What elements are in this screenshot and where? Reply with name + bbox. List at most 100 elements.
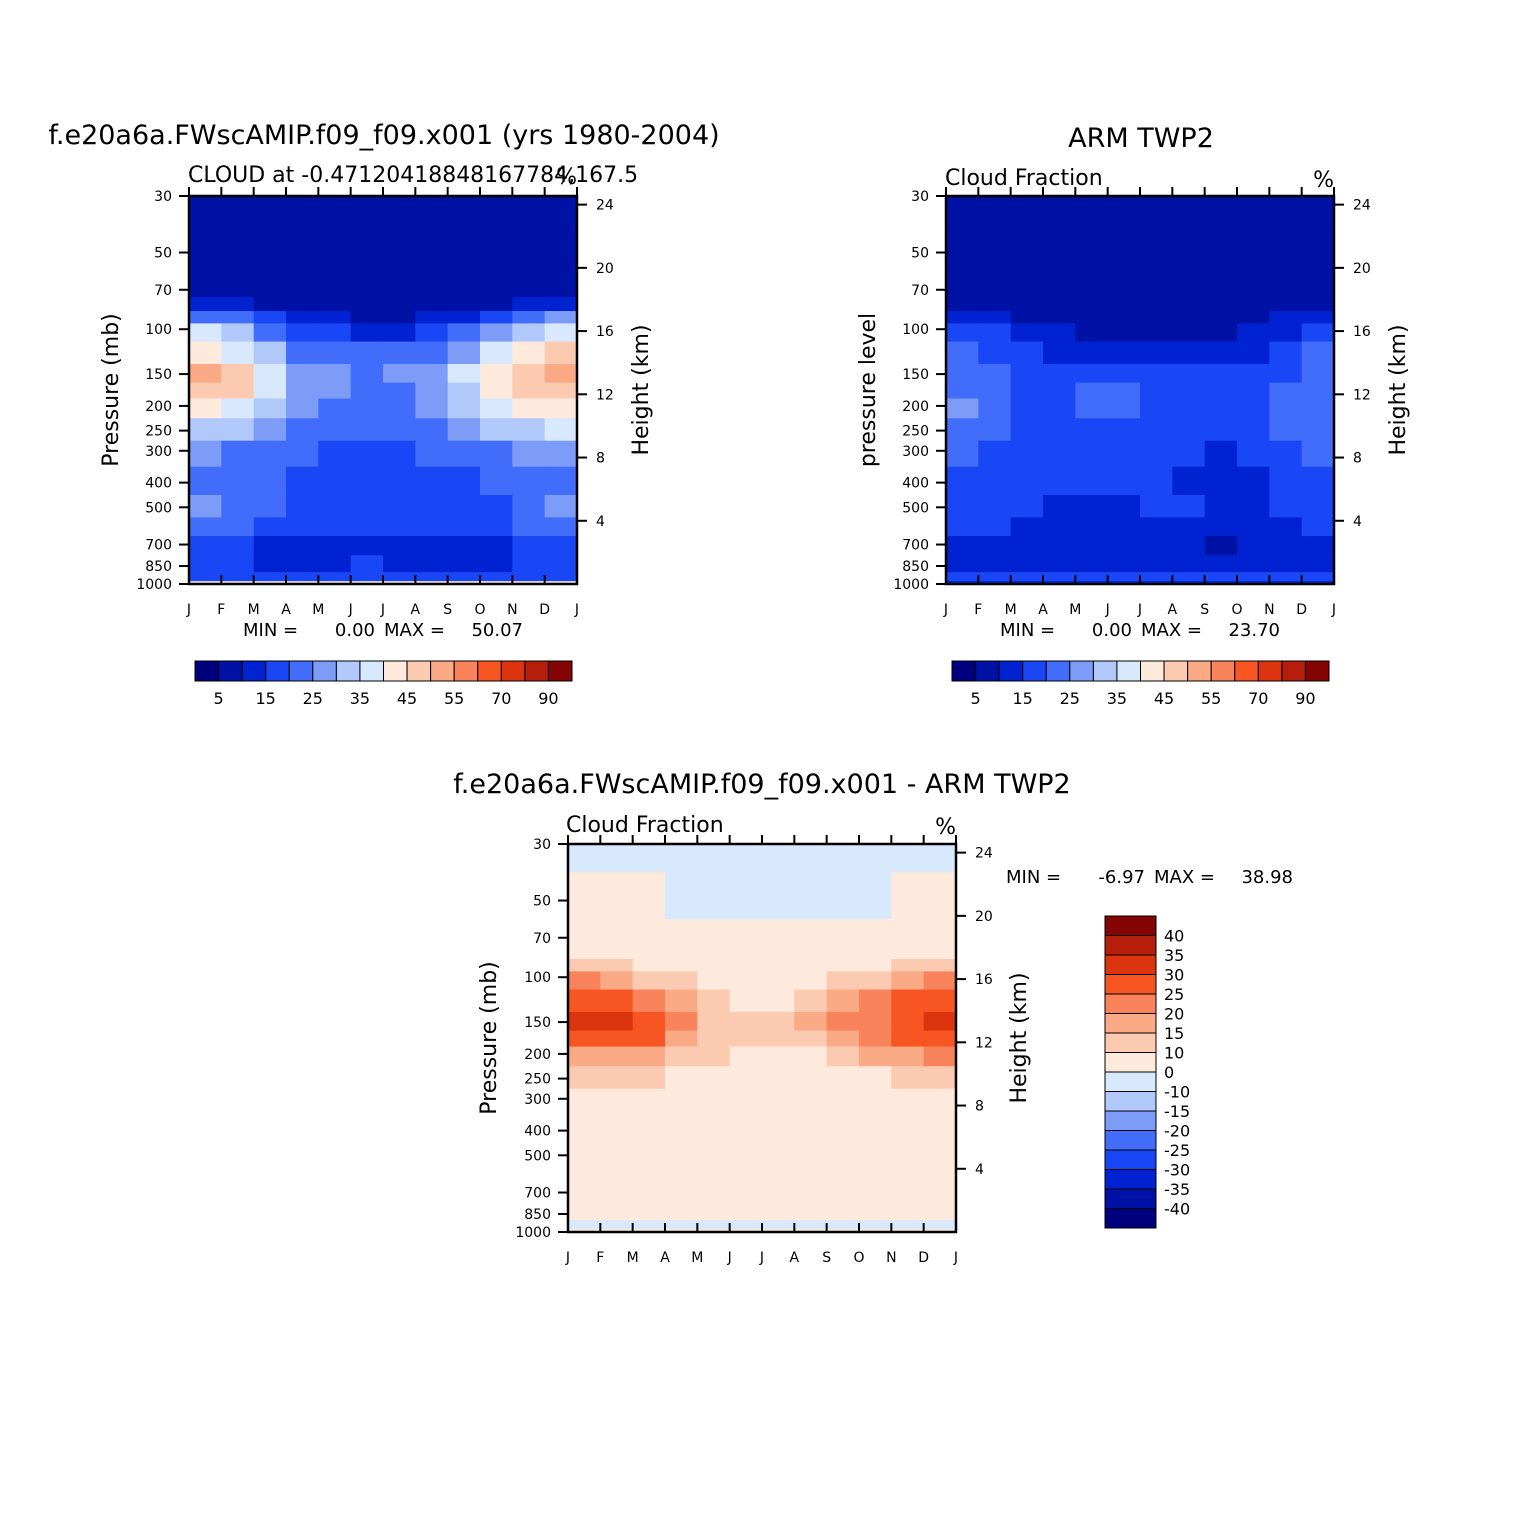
cell <box>1237 418 1270 442</box>
cell <box>946 418 979 442</box>
cell <box>318 572 352 582</box>
cell <box>859 844 892 873</box>
cell <box>1075 536 1109 556</box>
cell <box>632 989 666 1013</box>
panel-obs-min-label: MIN = <box>1000 620 1055 641</box>
panel-obs-min-value: 0.00 <box>1092 620 1132 641</box>
cell <box>697 919 731 946</box>
cell <box>600 1066 634 1090</box>
cell <box>1237 196 1270 225</box>
y-tick-label: 150 <box>902 367 929 383</box>
cell <box>762 1165 795 1185</box>
cell <box>415 418 449 442</box>
cell <box>923 872 957 920</box>
y-tick-label: 850 <box>145 559 172 575</box>
cell <box>318 297 352 312</box>
cell <box>697 1203 731 1221</box>
cell <box>665 1046 698 1067</box>
cell <box>189 382 222 400</box>
cell <box>512 341 546 365</box>
cell <box>946 398 979 419</box>
cell <box>665 1088 698 1116</box>
cell <box>1204 517 1238 537</box>
cell <box>383 398 416 419</box>
cell <box>253 364 287 384</box>
colorbar-label: 70 <box>1248 689 1268 708</box>
cell <box>891 1066 925 1090</box>
colorbar-box <box>218 660 243 682</box>
cell <box>859 1088 892 1116</box>
y-tick-right-label: 20 <box>975 909 993 925</box>
cell <box>794 919 828 946</box>
cell <box>762 1220 795 1230</box>
colorbar-label: 25 <box>1060 689 1080 708</box>
colorbar-label: 35 <box>1164 946 1184 965</box>
cell <box>978 398 1012 419</box>
cell <box>1301 271 1335 298</box>
cell <box>286 271 319 298</box>
panel-obs-ylabel-right: Height (km) <box>1386 324 1411 455</box>
cell <box>1237 440 1270 468</box>
colorbar-label: -25 <box>1164 1141 1190 1160</box>
cell <box>1010 440 1044 468</box>
panel-obs-ylabel: pressure level <box>856 313 881 467</box>
cell <box>1140 536 1173 556</box>
cell <box>1269 271 1303 298</box>
cell <box>1075 341 1109 365</box>
x-tick-label: J <box>1331 602 1336 618</box>
x-tick-label: F <box>217 602 225 618</box>
cell <box>1269 517 1303 537</box>
colorbar-box <box>453 660 479 682</box>
cell <box>946 297 979 312</box>
colorbar-box <box>1104 1071 1157 1092</box>
cell <box>1237 364 1270 384</box>
cell <box>318 536 352 556</box>
cell <box>350 440 384 468</box>
colorbar-box <box>1257 660 1283 682</box>
cell <box>826 1030 860 1048</box>
cell <box>1140 382 1173 400</box>
panel-model-units: % <box>556 165 577 190</box>
y-tick-label: 400 <box>524 1124 551 1140</box>
cell <box>600 1088 634 1116</box>
cell <box>1237 536 1270 556</box>
colorbar-box <box>951 660 977 682</box>
colorbar-box <box>1104 1188 1157 1209</box>
x-tick-label: D <box>539 602 550 618</box>
cell <box>923 844 957 873</box>
cell <box>729 989 763 1013</box>
cell <box>544 466 578 496</box>
colorbar-box <box>477 660 502 682</box>
y-tick-right-label: 12 <box>596 387 614 403</box>
cell <box>318 494 352 518</box>
cell <box>891 1165 925 1185</box>
cell <box>568 1046 601 1067</box>
cell <box>221 466 255 496</box>
cell <box>632 844 666 873</box>
cell <box>568 1220 601 1230</box>
cell <box>221 323 255 343</box>
cell <box>600 1046 634 1067</box>
cell <box>447 382 481 400</box>
cell <box>1204 196 1238 225</box>
cell <box>286 311 319 324</box>
panel-diff-max-value: 38.98 <box>1241 867 1293 888</box>
cell <box>480 311 513 324</box>
cell <box>480 536 513 556</box>
cell <box>632 919 666 946</box>
colorbar-box <box>194 660 220 682</box>
cell <box>1301 466 1335 496</box>
cell <box>568 844 601 873</box>
y-tick-label: 500 <box>902 500 929 516</box>
panel-model-min-label: MIN = <box>243 620 298 641</box>
cell <box>286 517 319 537</box>
cell <box>891 1142 925 1166</box>
cell <box>544 297 578 312</box>
cell <box>632 1142 666 1166</box>
y-tick-label: 100 <box>145 322 172 338</box>
y-tick-label: 300 <box>145 444 172 460</box>
cell <box>826 872 860 920</box>
cell <box>1010 224 1044 272</box>
cell <box>826 971 860 991</box>
colorbar-label: -35 <box>1164 1180 1190 1199</box>
